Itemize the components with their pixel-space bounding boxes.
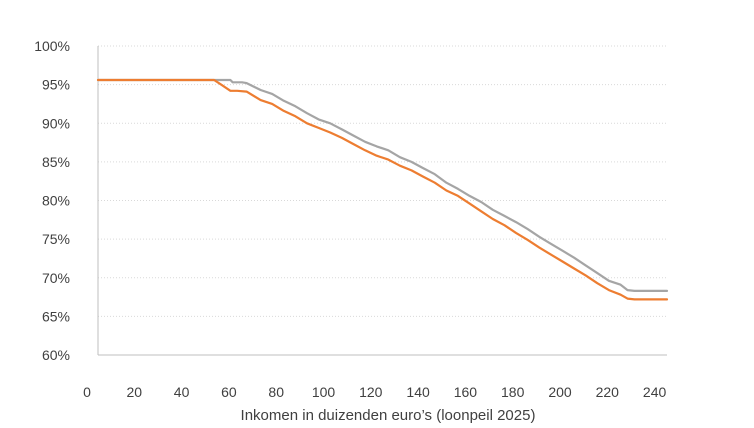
x-tick-label: 220 bbox=[596, 384, 620, 400]
y-tick-label: 60% bbox=[42, 347, 70, 363]
x-tick-label: 160 bbox=[454, 384, 478, 400]
x-tick-label: 140 bbox=[406, 384, 430, 400]
y-tick-label: 65% bbox=[42, 308, 70, 324]
series-lines bbox=[96, 78, 669, 301]
gridlines bbox=[98, 45, 667, 317]
x-tick-label: 200 bbox=[548, 384, 572, 400]
y-tick-label: 95% bbox=[42, 77, 70, 93]
y-tick-label: 75% bbox=[42, 231, 70, 247]
x-tick-label: 20 bbox=[127, 384, 143, 400]
x-tick-label: 120 bbox=[359, 384, 383, 400]
y-tick-labels: 60% 65% 70% 75% 80% 85% 90% 95% 100% bbox=[34, 38, 70, 363]
series-line-1 bbox=[96, 78, 669, 292]
y-tick-label: 100% bbox=[34, 38, 70, 54]
x-tick-label: 80 bbox=[268, 384, 284, 400]
x-tick-label: 240 bbox=[643, 384, 667, 400]
x-tick-label: 40 bbox=[174, 384, 190, 400]
x-tick-label: 180 bbox=[501, 384, 525, 400]
x-tick-label: 100 bbox=[312, 384, 336, 400]
x-axis-title: Inkomen in duizenden euro’s (loonpeil 20… bbox=[241, 407, 536, 424]
series-line-2 bbox=[96, 78, 669, 301]
y-tick-label: 85% bbox=[42, 154, 70, 170]
y-tick-label: 80% bbox=[42, 193, 70, 209]
y-tick-label: 90% bbox=[42, 115, 70, 131]
x-tick-label: 0 bbox=[83, 384, 91, 400]
x-tick-label: 60 bbox=[221, 384, 237, 400]
x-tick-labels: 0 20 40 60 80 100 120 140 160 180 200 220 240 bbox=[83, 384, 666, 400]
y-tick-label: 70% bbox=[42, 270, 70, 286]
